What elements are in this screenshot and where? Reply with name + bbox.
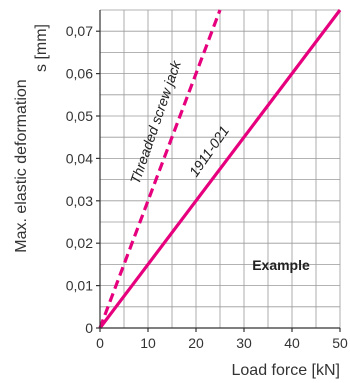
y-tick-label: 0,05 — [66, 108, 93, 124]
y-tick-label: 0,03 — [66, 193, 93, 209]
series-label-threaded-screw-jack: Threaded screw jack — [127, 58, 185, 186]
series-label-1911-021: 1911-021 — [186, 123, 232, 180]
x-tick-label: 10 — [140, 335, 156, 351]
y-tick-label: 0 — [85, 320, 93, 336]
y-tick-label: 0,04 — [66, 150, 93, 166]
y-axis-title-line1: Max. elastic deformation — [13, 79, 30, 252]
x-tick-label: 40 — [284, 335, 300, 351]
y-tick-label: 0,06 — [66, 66, 93, 82]
example-annotation: Example — [252, 257, 310, 273]
x-tick-label: 30 — [236, 335, 252, 351]
series-layer — [98, 9, 342, 329]
y-axis-title-line2: s [mm] — [33, 24, 50, 72]
x-tick-label: 0 — [96, 335, 104, 351]
y-tick-label: 0,07 — [66, 23, 93, 39]
x-axis-title: Load force [kN] — [232, 362, 341, 379]
series-line-1911-021 — [98, 9, 342, 329]
x-tick-label: 20 — [188, 335, 204, 351]
axis-layer — [99, 10, 340, 329]
series-line-threaded-screw-jack — [98, 9, 222, 329]
x-tick-label: 50 — [332, 335, 348, 351]
y-tick-label: 0,01 — [66, 278, 93, 294]
y-tick-label: 0,02 — [66, 235, 93, 251]
tick-layer: 0 10 20 30 40 50 0 0,01 0,02 0,03 0,04 0,05 0,06 0,07 — [66, 23, 348, 351]
